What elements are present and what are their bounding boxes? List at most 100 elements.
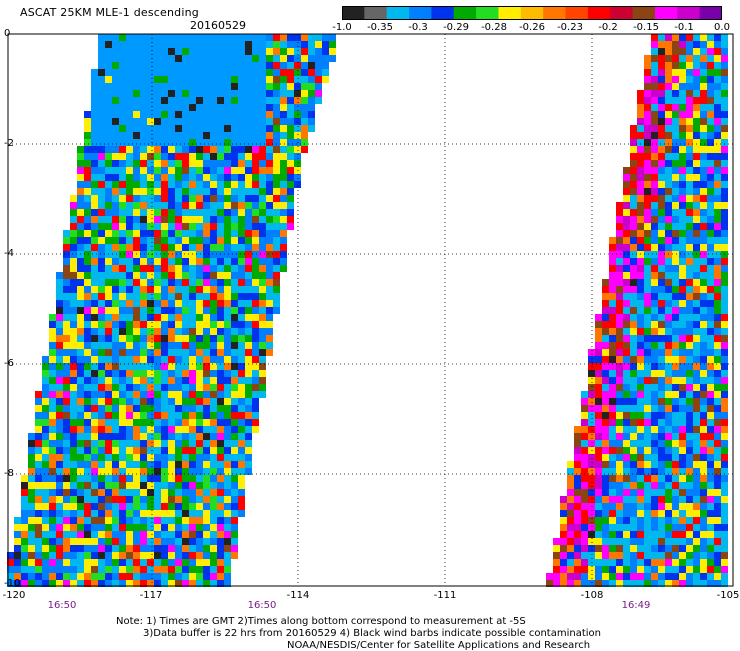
swath-cell <box>266 293 273 300</box>
swath-cell <box>140 83 147 90</box>
swath-cell <box>133 580 140 587</box>
swath-cell <box>154 90 161 97</box>
swath-cell <box>273 41 280 48</box>
swath-cell <box>630 510 637 517</box>
swath-cell <box>189 342 196 349</box>
swath-cell <box>203 405 210 412</box>
swath-cell <box>644 461 651 468</box>
swath-cell <box>161 489 168 496</box>
swath-cell <box>693 384 700 391</box>
swath-cell <box>105 342 112 349</box>
swath-cell <box>112 426 119 433</box>
swath-cell <box>98 307 105 314</box>
swath-cell <box>700 251 707 258</box>
swath-cell <box>651 545 658 552</box>
swath-cell <box>700 62 707 69</box>
swath-cell <box>700 468 707 475</box>
swath-cell <box>35 552 42 559</box>
swath-cell <box>581 461 588 468</box>
swath-cell <box>700 34 707 41</box>
swath-cell <box>224 69 231 76</box>
swath-cell <box>574 510 581 517</box>
swath-cell <box>126 118 133 125</box>
swath-cell <box>623 552 630 559</box>
swath-cell <box>140 370 147 377</box>
swath-cell <box>651 125 658 132</box>
swath-cell <box>196 258 203 265</box>
swath-cell <box>217 545 224 552</box>
swath-cell <box>588 573 595 580</box>
swath-cell <box>182 468 189 475</box>
pass-time-label: 16:50 <box>47 600 77 611</box>
swath-cell <box>637 468 644 475</box>
swath-cell <box>133 90 140 97</box>
swath-cell <box>665 503 672 510</box>
swath-cell <box>161 118 168 125</box>
swath-cell <box>630 195 637 202</box>
swath-cell <box>105 545 112 552</box>
swath-cell <box>196 552 203 559</box>
swath-cell <box>658 265 665 272</box>
swath-cell <box>679 391 686 398</box>
swath-cell <box>679 181 686 188</box>
swath-cell <box>203 510 210 517</box>
swath-cell <box>140 76 147 83</box>
swath-cell <box>567 517 574 524</box>
swath-cell <box>630 440 637 447</box>
swath-cell <box>616 517 623 524</box>
swath-cell <box>714 146 721 153</box>
swath-cell <box>196 55 203 62</box>
swath-cell <box>42 566 49 573</box>
swath-cell <box>161 391 168 398</box>
swath-cell <box>623 475 630 482</box>
swath-cell <box>119 475 126 482</box>
swath-cell <box>315 97 322 104</box>
swath-cell <box>707 349 714 356</box>
swath-cell <box>609 440 616 447</box>
swath-cell <box>98 181 105 188</box>
swath-cell <box>238 272 245 279</box>
swath-cell <box>77 265 84 272</box>
swath-cell <box>182 293 189 300</box>
swath-cell <box>637 195 644 202</box>
swath-cell <box>322 55 329 62</box>
swath-cell <box>196 76 203 83</box>
swath-cell <box>105 538 112 545</box>
swath-cell <box>665 76 672 83</box>
swath-cell <box>119 48 126 55</box>
swath-cell <box>238 391 245 398</box>
swath-cell <box>231 244 238 251</box>
swath-cell <box>259 328 266 335</box>
swath-cell <box>119 237 126 244</box>
swath-cell <box>154 237 161 244</box>
swath-cell <box>231 272 238 279</box>
swath-cell <box>14 524 21 531</box>
swath-cell <box>623 468 630 475</box>
swath-cell <box>56 349 63 356</box>
swath-cell <box>161 237 168 244</box>
swath-cell <box>49 454 56 461</box>
swath-cell <box>189 468 196 475</box>
swath-cell <box>84 286 91 293</box>
swath-cell <box>630 489 637 496</box>
swath-cell <box>217 286 224 293</box>
swath-cell <box>651 146 658 153</box>
swath-cell <box>189 293 196 300</box>
swath-cell <box>707 48 714 55</box>
swath-cell <box>266 34 273 41</box>
swath-cell <box>70 496 77 503</box>
swath-cell <box>175 398 182 405</box>
swath-cell <box>42 433 49 440</box>
swath-cell <box>721 209 728 216</box>
swath-cell <box>560 496 567 503</box>
swath-cell <box>98 531 105 538</box>
swath-cell <box>35 426 42 433</box>
swath-cell <box>238 132 245 139</box>
swath-cell <box>665 496 672 503</box>
swath-cell <box>28 580 35 587</box>
swath-cell <box>630 524 637 531</box>
swath-cell <box>665 34 672 41</box>
swath-cell <box>224 559 231 566</box>
swath-cell <box>651 384 658 391</box>
swath-cell <box>700 146 707 153</box>
